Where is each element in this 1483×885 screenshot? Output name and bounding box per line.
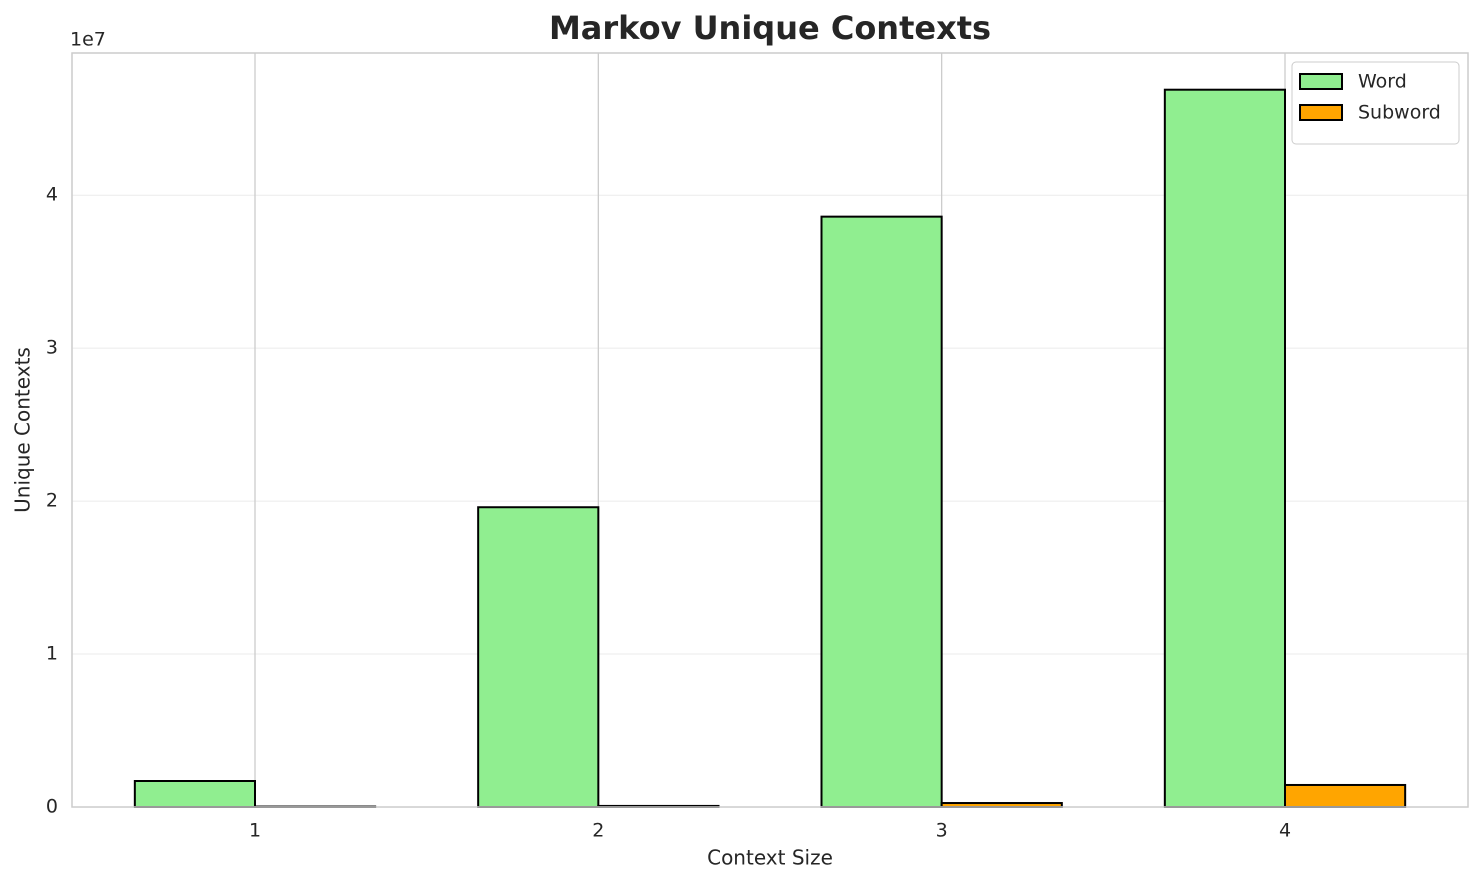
y-tick-label: 1 (46, 643, 58, 665)
y-tick-label: 3 (46, 337, 58, 359)
bar (1163, 88, 1287, 809)
x-axis-label: Context Size (707, 846, 833, 870)
plot-frame (71, 52, 1469, 808)
bar (1284, 783, 1407, 808)
legend-label: Subword (1358, 102, 1441, 124)
y-tick-label: 2 (46, 490, 58, 512)
chart-title: Markov Unique Contexts (549, 9, 991, 47)
legend-swatch (1299, 104, 1343, 121)
x-tick-label: 2 (592, 820, 604, 842)
x-tick-label: 3 (936, 820, 948, 842)
bar (133, 780, 256, 808)
bar (477, 506, 600, 808)
y-tick-label: 0 (46, 796, 58, 818)
y-tick-label: 4 (46, 184, 58, 206)
y-axis-label: Unique Contexts (11, 347, 35, 513)
x-tick-label: 4 (1279, 820, 1291, 842)
y-scale-label: 1e7 (70, 29, 106, 51)
legend-label: Word (1358, 71, 1407, 93)
x-tick-label: 1 (249, 820, 261, 842)
bar (820, 215, 943, 809)
legend-swatch (1299, 73, 1343, 90)
